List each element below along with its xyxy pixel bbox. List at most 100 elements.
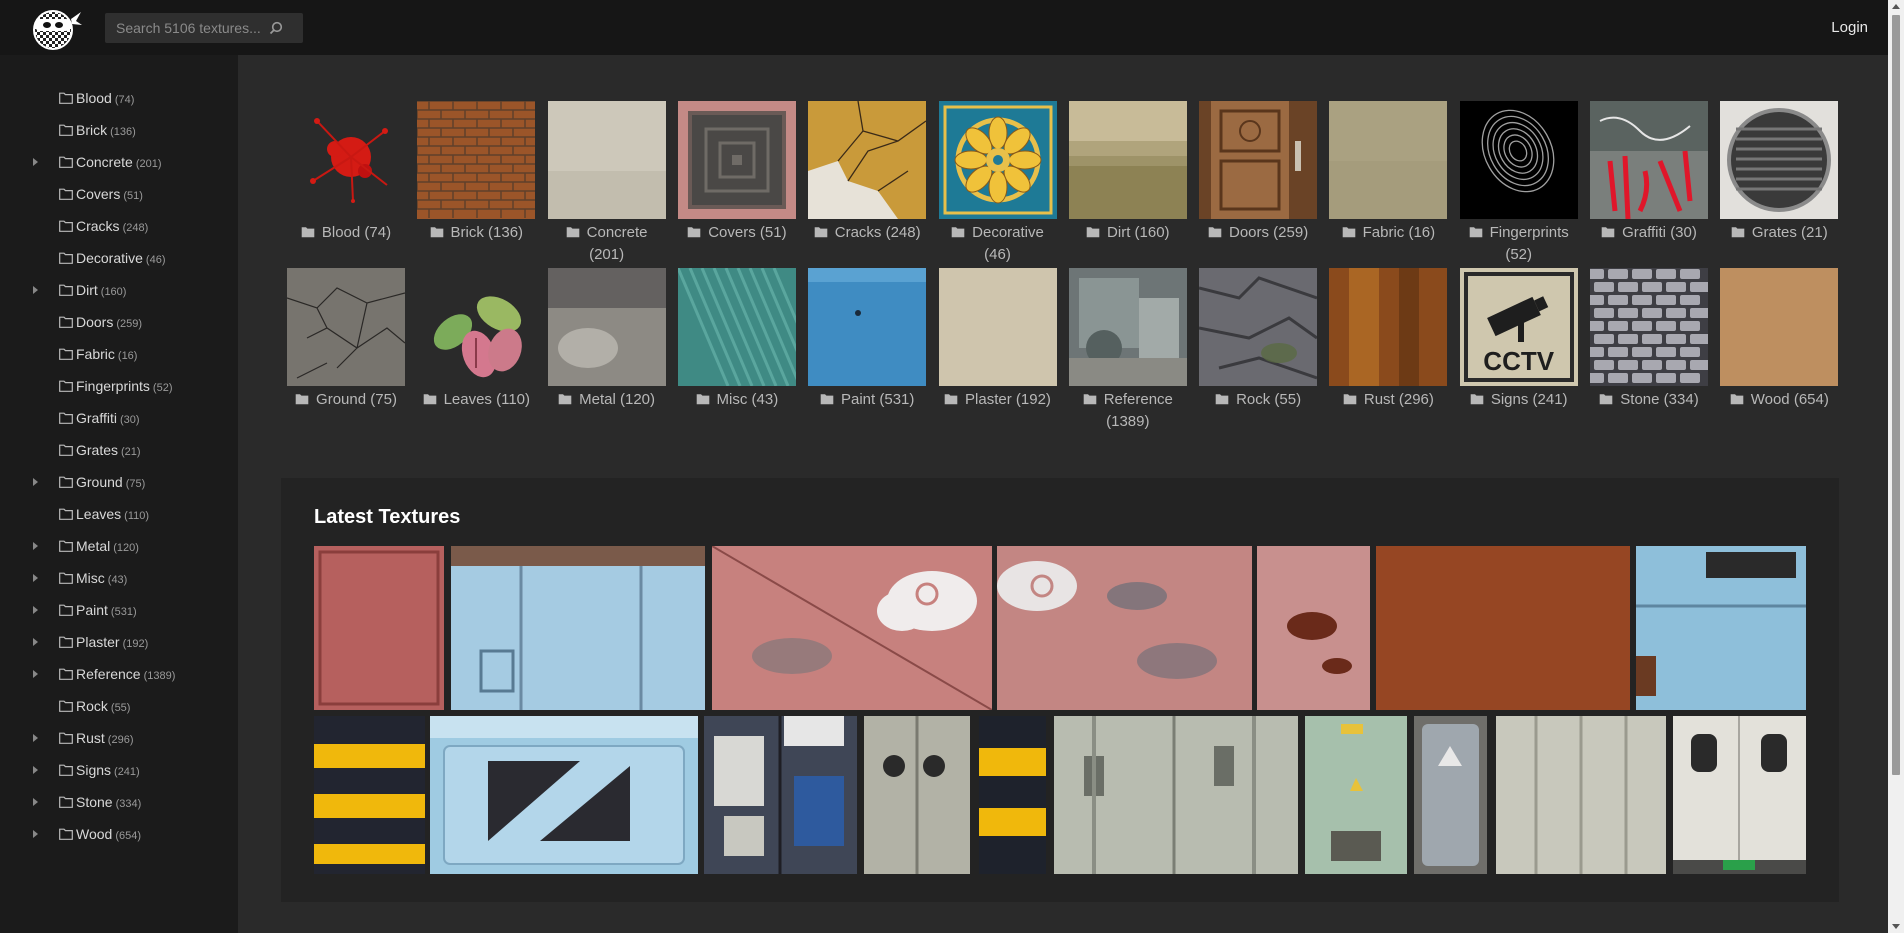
sidebar-item-signs[interactable]: Signs (241)	[0, 758, 238, 782]
search-box[interactable]	[105, 13, 303, 43]
category-tile-stone[interactable]: Stone (334)	[1590, 268, 1708, 411]
latest-texture-pink-cloud-panel-2[interactable]	[997, 546, 1252, 710]
category-tile-doors[interactable]: Doors (259)	[1199, 101, 1318, 244]
category-tile-dirt[interactable]: Dirt (160)	[1068, 101, 1187, 244]
sidebar-item-count: (1389)	[143, 670, 176, 682]
sidebar-item-concrete[interactable]: Concrete (201)	[0, 150, 238, 174]
latest-texture-gray-vent-doors[interactable]	[864, 716, 970, 874]
sidebar-item-stone[interactable]: Stone (334)	[0, 790, 238, 814]
category-tile-rock[interactable]: Rock (55)	[1199, 268, 1318, 411]
expand-caret-icon[interactable]	[33, 670, 38, 678]
category-tile-covers[interactable]: Covers (51)	[677, 101, 796, 244]
latest-texture-pink-cloud-panel[interactable]	[712, 546, 992, 710]
expand-caret-icon[interactable]	[33, 734, 38, 742]
category-tile-signs[interactable]: CCTV Signs (241)	[1459, 268, 1578, 411]
expand-caret-icon[interactable]	[33, 638, 38, 646]
expand-caret-icon[interactable]	[33, 158, 38, 166]
page-scrollbar[interactable]	[1888, 0, 1904, 933]
category-tile-reference[interactable]: Reference (1389)	[1068, 268, 1187, 433]
expand-caret-icon[interactable]	[33, 478, 38, 486]
latest-texture-gray-electrical-box[interactable]	[1414, 716, 1487, 874]
category-tile-fingerprints[interactable]: Fingerprints (52)	[1459, 101, 1578, 266]
sidebar-item-ground[interactable]: Ground (75)	[0, 470, 238, 494]
category-count: (654)	[1793, 391, 1829, 408]
rock-thumbnail	[1199, 268, 1318, 386]
category-label: Doors	[1228, 224, 1269, 241]
latest-texture-light-blue-metal-doors[interactable]	[451, 546, 705, 710]
expand-caret-icon[interactable]	[33, 766, 38, 774]
latest-texture-rust-sheet[interactable]	[1376, 546, 1630, 710]
folder-icon	[1343, 394, 1357, 405]
scroll-down-arrow-icon[interactable]	[1892, 924, 1900, 929]
latest-texture-yellow-black-stripes[interactable]	[314, 716, 425, 874]
latest-texture-blue-rusty-panel[interactable]	[1636, 546, 1806, 710]
category-tile-graffiti[interactable]: Graffiti (30)	[1590, 101, 1708, 244]
category-tile-fabric[interactable]: Fabric (16)	[1329, 101, 1448, 244]
sidebar-item-doors[interactable]: Doors (259)	[0, 310, 238, 334]
sidebar-item-reference[interactable]: Reference (1389)	[0, 662, 238, 686]
sidebar-item-blood[interactable]: Blood (74)	[0, 86, 238, 110]
category-tile-grates[interactable]: Grates (21)	[1720, 101, 1839, 244]
scroll-up-arrow-icon[interactable]	[1892, 4, 1900, 9]
expand-caret-icon[interactable]	[33, 606, 38, 614]
category-tile-concrete[interactable]: Concrete (201)	[547, 101, 666, 266]
sidebar-item-leaves[interactable]: Leaves (110)	[0, 502, 238, 526]
category-tile-brick[interactable]: Brick (136)	[417, 101, 536, 244]
sidebar-item-grates[interactable]: Grates (21)	[0, 438, 238, 462]
category-tile-misc[interactable]: Misc (43)	[677, 268, 796, 411]
ninja-checker-logo[interactable]	[28, 5, 82, 51]
expand-caret-icon[interactable]	[33, 798, 38, 806]
latest-texture-white-container-doors[interactable]	[1496, 716, 1666, 874]
latest-texture-sticker-covered-doors[interactable]	[704, 716, 857, 874]
expand-caret-icon[interactable]	[33, 830, 38, 838]
sidebar-item-graffiti[interactable]: Graffiti (30)	[0, 406, 238, 430]
latest-texture-green-fuse-box[interactable]	[1305, 716, 1407, 874]
folder-icon	[1469, 227, 1482, 238]
latest-texture-blue-vent-box[interactable]	[430, 716, 698, 874]
login-link[interactable]: Login	[1831, 19, 1868, 36]
search-icon[interactable]	[269, 21, 283, 35]
category-tile-leaves[interactable]: Leaves (110)	[417, 268, 536, 411]
category-tile-decorative[interactable]: Decorative (46)	[938, 101, 1057, 266]
sidebar-item-count: (51)	[123, 190, 143, 202]
category-tile-wood[interactable]: Wood (654)	[1720, 268, 1839, 411]
category-label: Plaster	[965, 391, 1012, 408]
sidebar-item-plaster[interactable]: Plaster (192)	[0, 630, 238, 654]
expand-caret-icon[interactable]	[33, 542, 38, 550]
cracked-paint-thumbnail	[808, 101, 927, 219]
latest-texture-yellow-black-stripes-narrow[interactable]	[979, 716, 1046, 874]
sidebar-item-metal[interactable]: Metal (120)	[0, 534, 238, 558]
sidebar-item-fabric[interactable]: Fabric (16)	[0, 342, 238, 366]
sidebar-item-dirt[interactable]: Dirt (160)	[0, 278, 238, 302]
category-tile-cracks[interactable]: Cracks (248)	[808, 101, 927, 244]
latest-texture-pink-worn-panel[interactable]	[314, 546, 444, 710]
gray-vent-doors-thumbnail	[864, 716, 970, 874]
category-tile-rust[interactable]: Rust (296)	[1329, 268, 1448, 411]
category-tile-paint[interactable]: Paint (531)	[808, 268, 927, 411]
sidebar-item-misc[interactable]: Misc (43)	[0, 566, 238, 590]
sidebar-item-rust[interactable]: Rust (296)	[0, 726, 238, 750]
search-input[interactable]	[105, 20, 265, 36]
category-tile-plaster[interactable]: Plaster (192)	[938, 268, 1057, 411]
sidebar-item-cracks[interactable]: Cracks (248)	[0, 214, 238, 238]
sidebar-item-count: (16)	[117, 350, 138, 362]
category-tile-metal[interactable]: Metal (120)	[547, 268, 666, 411]
sidebar-item-wood[interactable]: Wood (654)	[0, 822, 238, 846]
sidebar-item-decorative[interactable]: Decorative (46)	[0, 246, 238, 270]
sidebar-item-covers[interactable]: Covers (51)	[0, 182, 238, 206]
category-tile-ground[interactable]: Ground (75)	[287, 268, 405, 411]
sidebar-item-rock[interactable]: Rock (55)	[0, 694, 238, 718]
folder-icon	[1601, 227, 1615, 238]
folder-icon	[59, 316, 73, 328]
latest-texture-white-container-latches[interactable]	[1054, 716, 1298, 874]
expand-caret-icon[interactable]	[33, 574, 38, 582]
expand-caret-icon[interactable]	[33, 286, 38, 294]
category-tile-blood[interactable]: Blood (74)	[287, 101, 405, 244]
latest-texture-pink-peeling-paint[interactable]	[1257, 546, 1370, 710]
sidebar-item-brick[interactable]: Brick (136)	[0, 118, 238, 142]
category-caption: Grates (21)	[1720, 222, 1838, 244]
sidebar-item-fingerprints[interactable]: Fingerprints (52)	[0, 374, 238, 398]
latest-texture-white-truck-doors[interactable]	[1673, 716, 1806, 874]
sidebar-item-paint[interactable]: Paint (531)	[0, 598, 238, 622]
scrollbar-thumb[interactable]	[1892, 15, 1900, 775]
